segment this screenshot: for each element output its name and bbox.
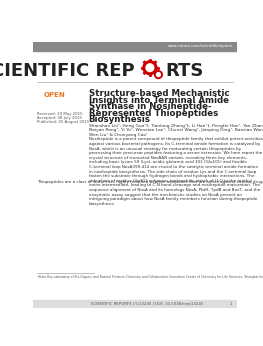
Text: Structure-based Mechanistic: Structure-based Mechanistic	[89, 89, 229, 98]
Text: Published: 25 August 2015: Published: 25 August 2015	[37, 120, 89, 124]
Circle shape	[143, 61, 157, 75]
Bar	[33, 300, 237, 308]
Text: www.nature.com/scientificreports: www.nature.com/scientificreports	[168, 44, 233, 48]
Text: SCIENTIFIC REP: SCIENTIFIC REP	[0, 62, 134, 80]
Text: ¹State Key Laboratory of Bio-Organic and Natural Products Chemistry and Collabor: ¹State Key Laboratory of Bio-Organic and…	[37, 275, 263, 279]
Text: RTS: RTS	[165, 62, 204, 80]
Circle shape	[155, 71, 162, 79]
Circle shape	[146, 64, 154, 72]
Text: Thiopeptides are a class of sulfur-rich, highly modified peptide antibiotics tha: Thiopeptides are a class of sulfur-rich,…	[37, 180, 263, 184]
Text: Insights into Terminal Amide: Insights into Terminal Amide	[89, 96, 229, 105]
Text: SCIENTIFIC REPORTS | 5:13245 | DOI: 10.1038/srep13245: SCIENTIFIC REPORTS | 5:13245 | DOI: 10.1…	[91, 302, 203, 306]
Circle shape	[156, 73, 160, 76]
Text: Synthase in Nosiheptide-: Synthase in Nosiheptide-	[89, 102, 211, 111]
Text: OPEN: OPEN	[44, 92, 65, 98]
Text: Received: 29 May 2015: Received: 29 May 2015	[37, 112, 82, 116]
Text: Shanshan Liu¹, Heng Guo¹†, Tianlong Zhang¹†, Li Han¹†, Pengfei Han¹, Yan Zhang¹,: Shanshan Liu¹, Heng Guo¹†, Tianlong Zhan…	[89, 124, 263, 137]
Text: 1: 1	[230, 302, 232, 306]
Bar	[33, 42, 237, 51]
Text: Accepted: 08 July 2015: Accepted: 08 July 2015	[37, 116, 82, 120]
Text: Biosynthesis: Biosynthesis	[89, 116, 150, 125]
Text: Nosiheptide is a parent compound of thiopeptide family that exhibit potent activ: Nosiheptide is a parent compound of thio…	[89, 137, 263, 206]
Text: Represented Thiopeptides: Represented Thiopeptides	[89, 109, 218, 118]
